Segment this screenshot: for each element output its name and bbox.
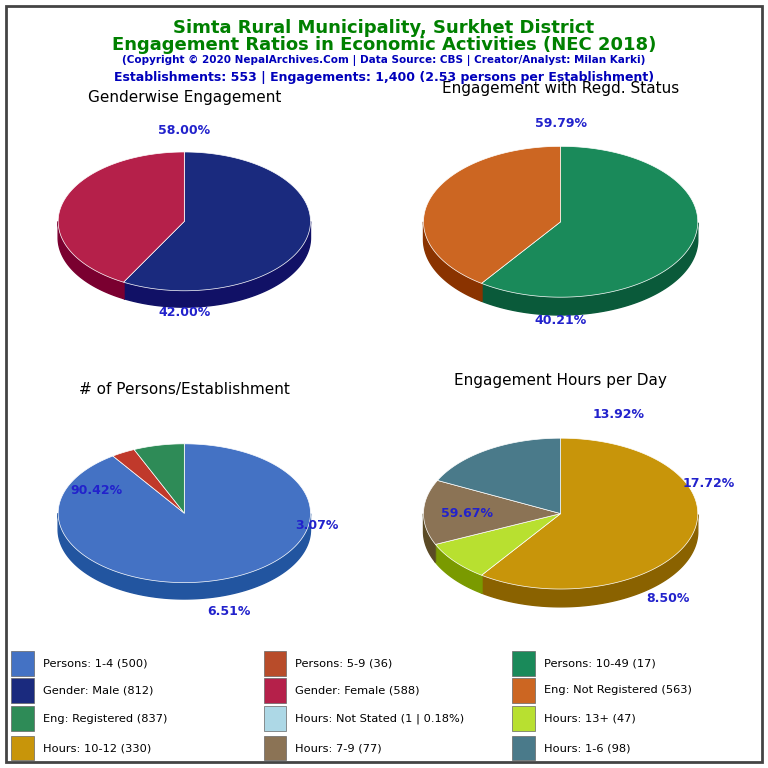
Text: (Copyright © 2020 NepalArchives.Com | Data Source: CBS | Creator/Analyst: Milan : (Copyright © 2020 NepalArchives.Com | Da… bbox=[122, 55, 646, 65]
Bar bbox=[263, 651, 286, 676]
Polygon shape bbox=[58, 152, 184, 282]
Polygon shape bbox=[423, 514, 435, 562]
Title: Engagement with Regd. Status: Engagement with Regd. Status bbox=[442, 81, 679, 96]
Text: 59.79%: 59.79% bbox=[535, 117, 587, 130]
Text: 59.67%: 59.67% bbox=[442, 507, 493, 520]
Polygon shape bbox=[58, 444, 310, 583]
Polygon shape bbox=[482, 515, 698, 607]
Text: Persons: 5-9 (36): Persons: 5-9 (36) bbox=[295, 658, 392, 668]
Polygon shape bbox=[113, 449, 184, 513]
Polygon shape bbox=[423, 481, 561, 545]
Text: Hours: Not Stated (1 | 0.18%): Hours: Not Stated (1 | 0.18%) bbox=[295, 713, 465, 724]
Text: 17.72%: 17.72% bbox=[683, 477, 735, 490]
Polygon shape bbox=[124, 221, 310, 307]
Polygon shape bbox=[58, 513, 310, 599]
Text: Hours: 1-6 (98): Hours: 1-6 (98) bbox=[544, 743, 630, 753]
Text: 90.42%: 90.42% bbox=[70, 484, 122, 497]
Title: # of Persons/Establishment: # of Persons/Establishment bbox=[79, 382, 290, 397]
Bar bbox=[512, 736, 535, 760]
Text: 58.00%: 58.00% bbox=[158, 124, 210, 137]
Polygon shape bbox=[435, 514, 561, 575]
Polygon shape bbox=[134, 444, 184, 513]
Text: Establishments: 553 | Engagements: 1,400 (2.53 persons per Establishment): Establishments: 553 | Engagements: 1,400… bbox=[114, 71, 654, 84]
Text: Gender: Female (588): Gender: Female (588) bbox=[295, 685, 419, 696]
Text: 42.00%: 42.00% bbox=[158, 306, 210, 319]
Bar bbox=[12, 736, 34, 760]
Text: 13.92%: 13.92% bbox=[592, 409, 644, 422]
Bar bbox=[512, 651, 535, 676]
Polygon shape bbox=[423, 147, 561, 283]
Bar bbox=[12, 651, 34, 676]
Bar bbox=[263, 707, 286, 731]
Text: 6.51%: 6.51% bbox=[207, 605, 250, 618]
Bar bbox=[12, 707, 34, 731]
Text: 40.21%: 40.21% bbox=[535, 314, 587, 327]
Text: Hours: 10-12 (330): Hours: 10-12 (330) bbox=[43, 743, 151, 753]
Title: Engagement Hours per Day: Engagement Hours per Day bbox=[454, 372, 667, 388]
Polygon shape bbox=[482, 439, 698, 589]
Text: Hours: 7-9 (77): Hours: 7-9 (77) bbox=[295, 743, 382, 753]
Text: 3.07%: 3.07% bbox=[295, 519, 339, 532]
Title: Genderwise Engagement: Genderwise Engagement bbox=[88, 91, 281, 105]
Bar bbox=[263, 736, 286, 760]
Polygon shape bbox=[423, 222, 482, 301]
Text: Gender: Male (812): Gender: Male (812) bbox=[43, 685, 154, 696]
Text: Eng: Not Registered (563): Eng: Not Registered (563) bbox=[544, 685, 691, 696]
Bar bbox=[12, 678, 34, 703]
Polygon shape bbox=[58, 221, 124, 299]
Text: 8.50%: 8.50% bbox=[646, 592, 690, 605]
Polygon shape bbox=[435, 545, 482, 593]
Polygon shape bbox=[482, 223, 698, 315]
Bar bbox=[512, 707, 535, 731]
Text: Persons: 1-4 (500): Persons: 1-4 (500) bbox=[43, 658, 147, 668]
Text: Persons: 10-49 (17): Persons: 10-49 (17) bbox=[544, 658, 655, 668]
Polygon shape bbox=[482, 147, 698, 297]
Text: Eng: Registered (837): Eng: Registered (837) bbox=[43, 713, 167, 723]
Polygon shape bbox=[438, 439, 561, 514]
Bar bbox=[512, 678, 535, 703]
Polygon shape bbox=[124, 152, 310, 291]
Bar bbox=[263, 678, 286, 703]
Text: Simta Rural Municipality, Surkhet District: Simta Rural Municipality, Surkhet Distri… bbox=[174, 19, 594, 37]
Text: Engagement Ratios in Economic Activities (NEC 2018): Engagement Ratios in Economic Activities… bbox=[112, 36, 656, 54]
Text: Hours: 13+ (47): Hours: 13+ (47) bbox=[544, 713, 635, 723]
